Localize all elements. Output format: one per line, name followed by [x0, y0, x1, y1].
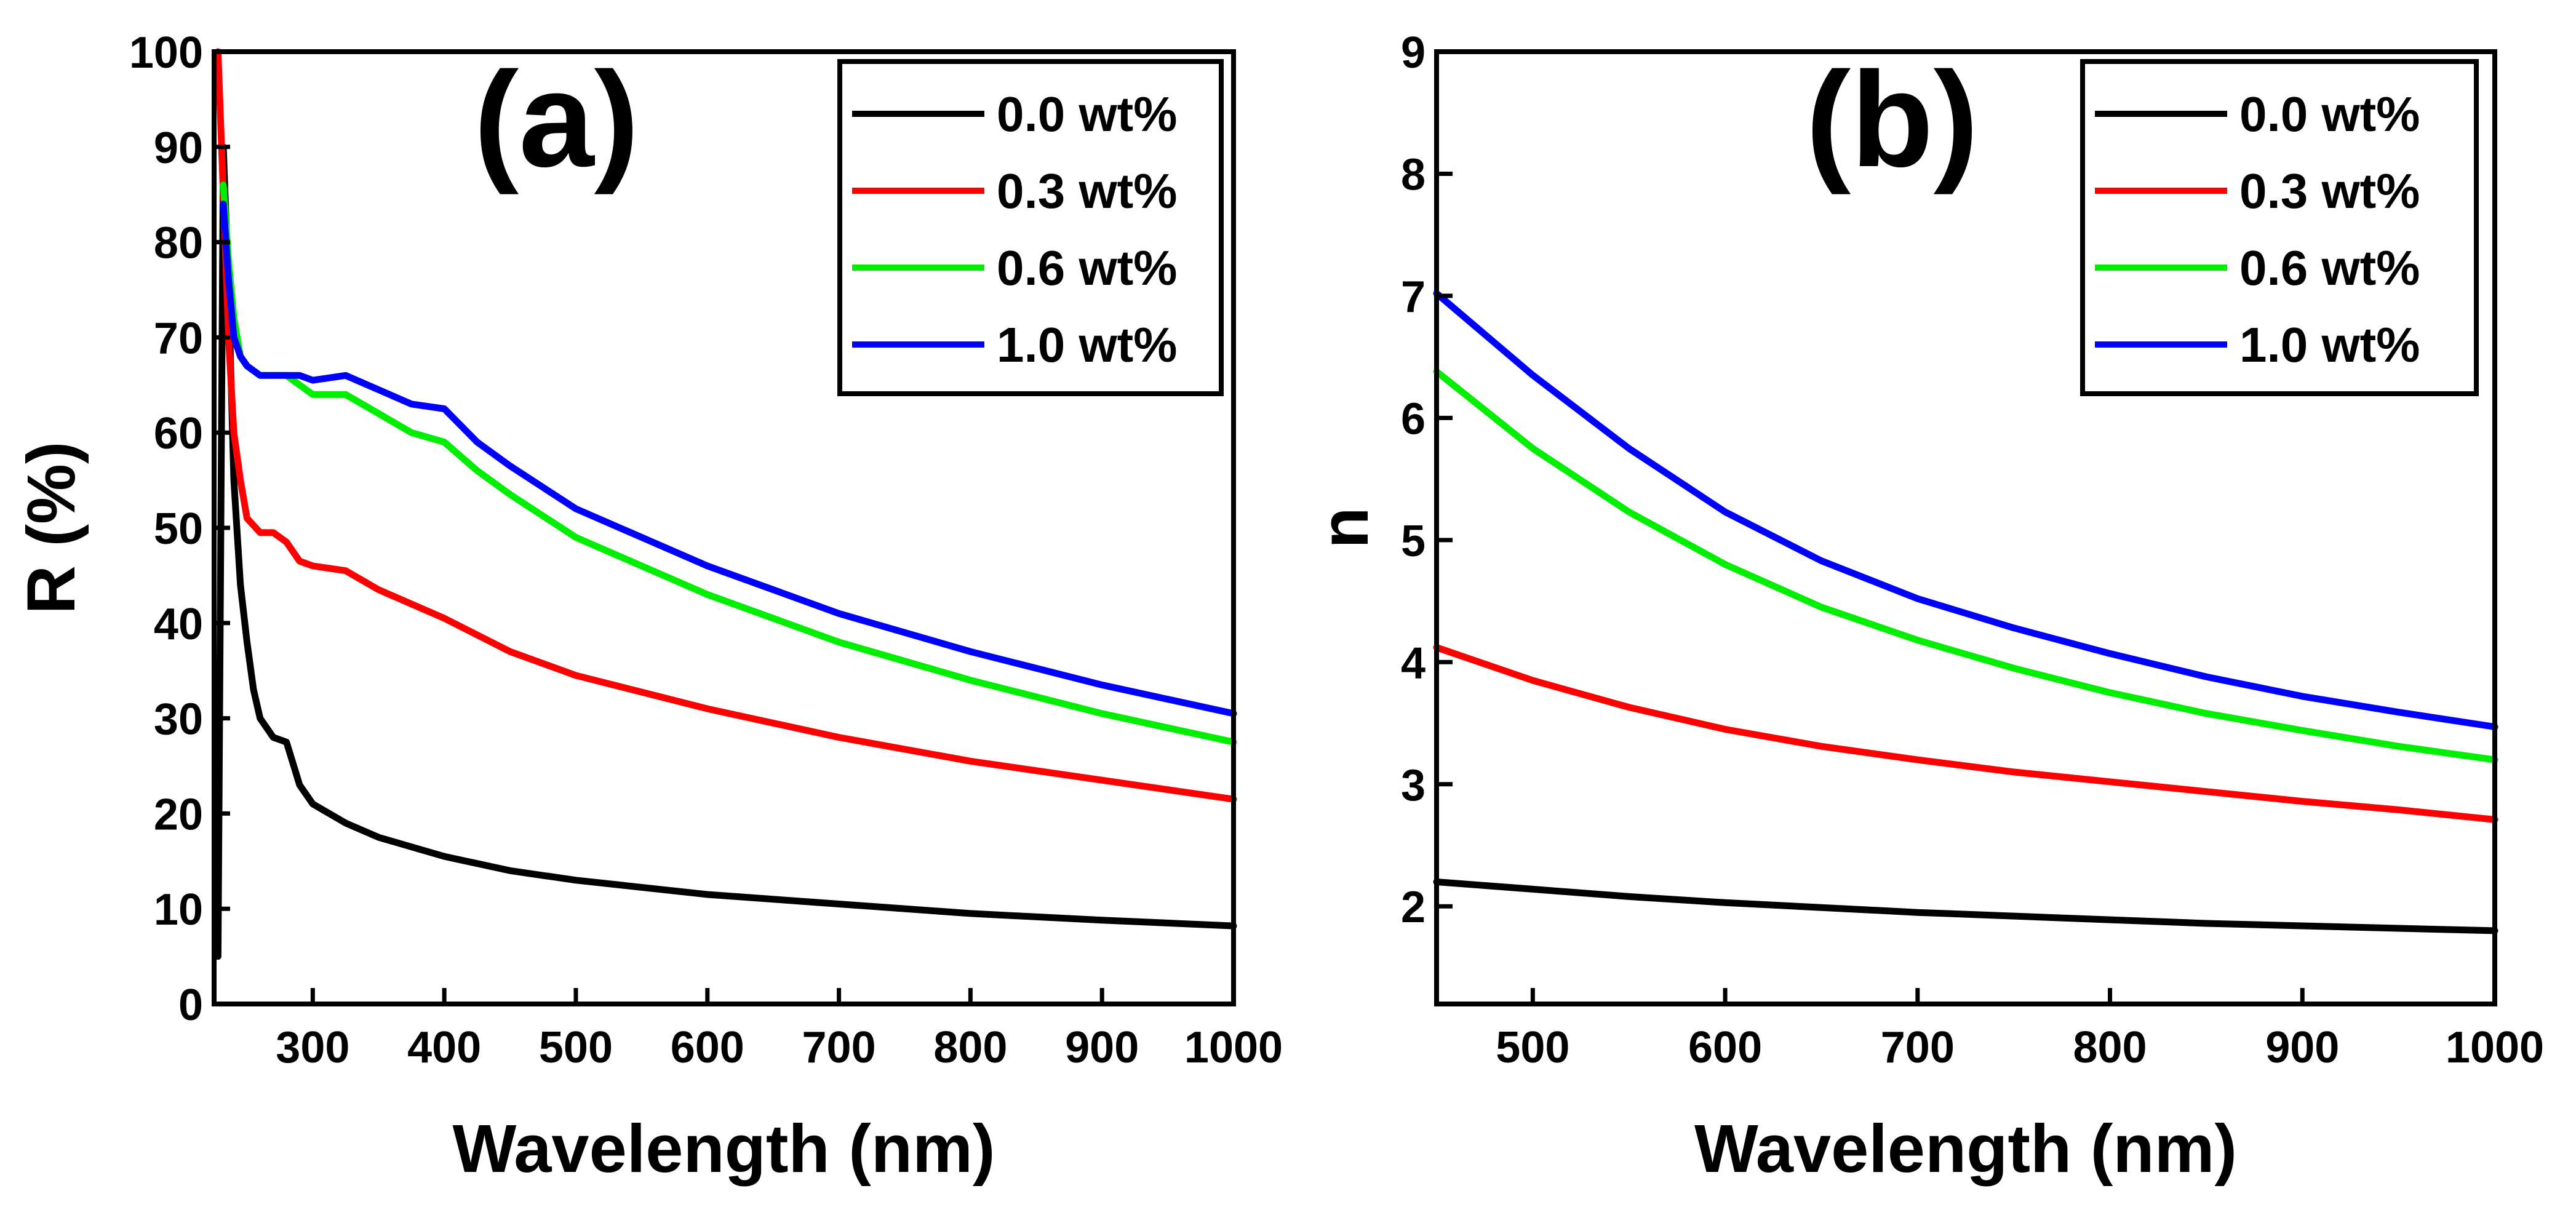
panel-a-x-tick-label-0: 300	[276, 1023, 349, 1072]
panel-b-y-tick-label-3: 5	[1401, 517, 1426, 566]
panel-a-y-tick-label-6: 60	[154, 409, 203, 458]
panel-b-y-axis-title: n	[1307, 507, 1382, 548]
panel-b-label: (b)	[1806, 44, 1979, 195]
panel-a-x-tick-label-6: 900	[1065, 1023, 1139, 1072]
panel-b-x-tick-label-3: 800	[2073, 1023, 2147, 1072]
panel-b-y-tick-label-2: 4	[1401, 639, 1426, 688]
panel-a-y-axis-title: R (%)	[14, 441, 89, 614]
panel-b-ticks: 500 600 700 800 900 1000 2 3 4 5 6 7 8 9	[1401, 28, 2544, 1072]
panel-a-series-line-0	[214, 143, 1237, 960]
panel-b-y-tick-label-7: 9	[1401, 28, 1426, 78]
panel-b: 500 600 700 800 900 1000 2 3 4 5 6 7 8 9 (b) Waveleng…	[1307, 28, 2544, 1187]
panel-b-x-tick-label-1: 600	[1688, 1023, 1762, 1072]
panel-a-y-tick-label-4: 40	[154, 600, 203, 649]
panel-b-x-tick-label-2: 700	[1881, 1023, 1955, 1072]
panel-a-series-line-3	[220, 201, 1237, 717]
panel-a-legend: 0.0 wt% 0.3 wt% 0.6 wt% 1.0 wt%	[837, 59, 1224, 396]
panel-a-y-tick-label-3: 30	[154, 695, 203, 744]
panel-b-legend-label-0: 0.0 wt%	[2239, 87, 2420, 141]
panel-a-x-tick-label-5: 800	[933, 1023, 1007, 1072]
panel-b-y-tick-label-6: 8	[1401, 150, 1426, 199]
panel-b-series-line-0	[1433, 878, 2498, 934]
panel-b-series-line-3	[1433, 290, 2498, 730]
panel-a-legend-label-2: 0.6 wt%	[997, 241, 1177, 295]
panel-a-x-tick-label-7: 1000	[1184, 1023, 1283, 1072]
panel-b-y-tick-label-5: 7	[1401, 273, 1426, 322]
panel-a-y-tick-label-1: 10	[154, 885, 203, 934]
panel-a-series	[214, 48, 1237, 960]
panel-b-legend-label-2: 0.6 wt%	[2239, 241, 2420, 295]
panel-a-x-axis-title: Wavelength (nm)	[452, 1111, 995, 1187]
panel-a-y-tick-label-9: 90	[154, 124, 203, 173]
panel-a-y-tick-label-2: 20	[154, 790, 203, 839]
panel-b-series	[1433, 290, 2498, 934]
panel-b-y-tick-label-4: 6	[1401, 394, 1426, 444]
panel-b-series-line-1	[1433, 644, 2498, 823]
panel-b-frame	[1434, 49, 2497, 1006]
panel-a-y-tick-label-5: 50	[154, 504, 203, 554]
panel-b-y-tick-label-1: 3	[1401, 761, 1426, 810]
panel-b-x-tick-label-4: 900	[2265, 1023, 2339, 1072]
panel-a-series-line-1	[214, 48, 1237, 803]
panel-a-label: (a)	[474, 44, 639, 195]
panel-a-legend-label-1: 0.3 wt%	[997, 164, 1177, 218]
panel-b-x-tick-label-0: 500	[1496, 1023, 1569, 1072]
panel-a-x-tick-label-2: 500	[539, 1023, 613, 1072]
panel-a-x-tick-label-3: 600	[671, 1023, 744, 1072]
panel-a-legend-label-3: 1.0 wt%	[997, 317, 1177, 372]
panel-a-x-tick-label-4: 700	[802, 1023, 876, 1072]
panel-b-legend-label-3: 1.0 wt%	[2239, 317, 2420, 372]
panel-b-x-axis-title: Wavelength (nm)	[1694, 1111, 2237, 1187]
panel-b-legend: 0.0 wt% 0.3 wt% 0.6 wt% 1.0 wt%	[2080, 59, 2479, 396]
panel-a-ticks: 300 400 500 600 700 800 900 1000 0 10 20 30 40 50 60 70…	[129, 28, 1283, 1072]
panel-b-series-line-2	[1433, 368, 2498, 763]
panel-a-y-tick-label-10: 100	[129, 28, 203, 78]
panel-a-y-tick-label-8: 80	[154, 219, 203, 268]
panel-a: 300 400 500 600 700 800 900 1000 0 10 20 30 40 50 60 70…	[14, 28, 1283, 1187]
panel-b-y-tick-label-0: 2	[1401, 883, 1426, 932]
panel-b-x-tick-label-5: 1000	[2446, 1023, 2544, 1072]
panel-a-legend-label-0: 0.0 wt%	[997, 87, 1177, 141]
panel-a-y-tick-label-7: 70	[154, 314, 203, 363]
panel-b-legend-label-1: 0.3 wt%	[2239, 164, 2420, 218]
panel-a-y-tick-label-0: 0	[178, 981, 203, 1030]
panel-a-x-tick-label-1: 400	[407, 1023, 481, 1072]
